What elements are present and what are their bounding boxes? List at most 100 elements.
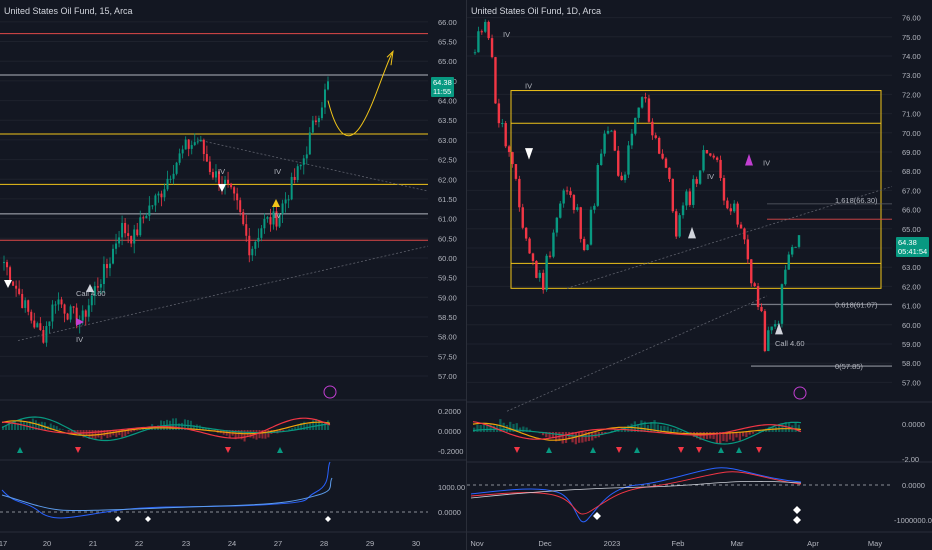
left-candle — [154, 195, 157, 206]
right-annotation-call: Call 4.60 — [775, 339, 805, 348]
left-annotation-iv: IV — [218, 167, 225, 176]
right-osc1-histogram — [509, 421, 512, 432]
right-chart-panel[interactable]: 76.00 75.00 74.00 73.00 72.00 71.00 70.00 69.00… — [467, 0, 932, 550]
left-candle — [69, 306, 72, 320]
right-candle — [746, 239, 750, 260]
left-candle — [211, 172, 214, 178]
left-candle — [145, 215, 148, 219]
right-osc2-tick-label: -1000000.00 — [894, 516, 932, 525]
right-lightning-icon[interactable] — [793, 386, 807, 400]
right-x-tick-label: Dec — [538, 539, 552, 548]
left-candle — [118, 237, 121, 244]
right-candle — [685, 191, 688, 206]
left-y-tick-label: 64.00 — [438, 97, 457, 106]
right-osc2-diamond — [593, 512, 601, 520]
left-osc1-histogram — [127, 430, 130, 434]
right-candle — [767, 330, 770, 352]
right-osc1-histogram — [512, 423, 515, 432]
left-osc1-tick-label: 0.2000 — [438, 407, 461, 416]
right-y-tick-label: 75.00 — [902, 33, 921, 42]
right-candle — [528, 238, 531, 254]
left-forecast-curve[interactable] — [327, 53, 393, 137]
right-trendline[interactable] — [566, 186, 893, 289]
right-candle — [603, 133, 606, 154]
left-osc1-histogram — [34, 420, 37, 430]
right-candle — [596, 165, 599, 206]
left-candle — [63, 304, 66, 314]
right-osc2-diamond — [793, 506, 801, 514]
left-candle — [299, 164, 302, 167]
panel-divider[interactable] — [466, 0, 467, 550]
right-candle — [671, 178, 675, 212]
left-y-tick-label: 61.00 — [438, 215, 457, 224]
left-candle — [166, 178, 169, 190]
left-candle — [24, 300, 27, 308]
left-annotation-iv: IV — [76, 335, 83, 344]
left-osc1-histogram — [106, 430, 109, 439]
right-range-box[interactable] — [510, 90, 882, 289]
right-candle — [613, 130, 617, 151]
left-candle — [230, 183, 233, 188]
left-price-tag: 64.38 11:55 — [431, 77, 454, 97]
left-candle — [60, 299, 63, 305]
right-candle — [548, 255, 552, 257]
left-chart-panel[interactable]: 66.0065.5065.0064.5064.0063.5063.0062.50… — [0, 0, 466, 550]
right-osc1-arrow — [678, 447, 684, 453]
left-candle — [27, 300, 30, 312]
left-osc1-histogram — [201, 427, 204, 430]
right-candle — [514, 164, 518, 179]
left-osc1-arrow — [17, 447, 23, 453]
right-candle — [647, 98, 651, 122]
left-osc1-histogram — [136, 430, 139, 431]
right-osc2-tick-label: 0.0000 — [902, 481, 925, 490]
left-buy-marker — [86, 284, 94, 292]
right-candle — [726, 200, 729, 209]
right-osc1-histogram — [476, 424, 479, 432]
left-candle — [263, 218, 266, 229]
left-osc1-histogram — [228, 430, 231, 438]
left-forecast-arrowhead — [386, 49, 394, 66]
right-fib-label: 0(57.85) — [835, 362, 863, 371]
right-osc1-histogram — [741, 432, 745, 437]
left-osc1-arrow — [277, 447, 283, 453]
right-osc1-histogram — [633, 421, 637, 432]
right-x-tick-label: Nov — [470, 539, 484, 548]
left-osc1-histogram — [213, 430, 216, 431]
right-candle — [497, 103, 501, 124]
left-candle — [112, 248, 115, 264]
left-candle — [115, 243, 118, 249]
right-osc1-histogram — [663, 425, 666, 432]
left-y-tick-label: 63.00 — [438, 136, 457, 145]
left-osc1-histogram — [10, 423, 14, 430]
left-osc1-histogram — [279, 430, 282, 432]
left-trendline[interactable] — [197, 139, 429, 192]
left-candle — [269, 217, 272, 225]
right-trendline[interactable] — [506, 295, 768, 412]
left-candle — [320, 107, 323, 119]
left-candle — [305, 154, 308, 159]
right-osc1-histogram — [699, 432, 702, 440]
right-candle — [634, 117, 637, 134]
left-osc1-histogram — [294, 427, 297, 430]
left-lightning-icon[interactable] — [323, 385, 337, 399]
left-osc1-histogram — [327, 420, 330, 430]
left-chart-canvas[interactable]: 66.0065.5065.0064.5064.0063.5063.0062.50… — [0, 0, 466, 550]
left-osc1-histogram — [261, 430, 264, 439]
right-chart-canvas[interactable]: 76.00 75.00 74.00 73.00 72.00 71.00 70.00 69.00… — [467, 0, 932, 550]
left-candle — [314, 120, 317, 123]
right-candle — [753, 283, 756, 287]
right-osc1-histogram — [732, 432, 735, 441]
right-candle — [773, 324, 777, 327]
right-osc1-histogram — [715, 432, 719, 444]
left-candle — [202, 139, 205, 155]
right-osc1-arrow — [546, 447, 552, 453]
right-candle — [797, 235, 801, 247]
left-candle — [57, 299, 60, 305]
left-y-tick-label: 58.50 — [438, 313, 457, 322]
right-candle — [511, 152, 514, 165]
left-chart-title: United States Oil Fund, 15, Arca — [4, 6, 133, 16]
left-osc1-histogram — [306, 424, 309, 430]
right-candle — [664, 158, 668, 168]
right-osc1-histogram — [679, 430, 682, 432]
left-candle — [139, 217, 142, 236]
